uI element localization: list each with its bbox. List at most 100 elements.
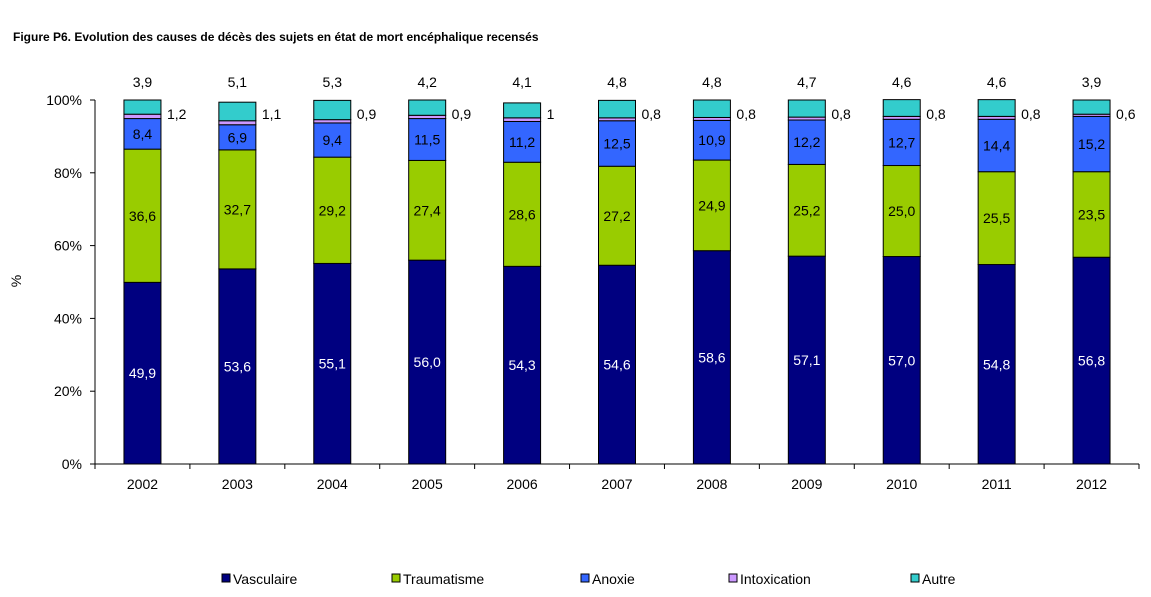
legend-label-autre: Autre: [922, 571, 956, 587]
bar-traumatisme-2011: [977, 171, 1016, 266]
bar-vasculaire-2012: [1072, 256, 1111, 465]
legend-swatch-intoxication: [728, 573, 738, 583]
data-label-traumatisme: 28,6: [508, 206, 535, 222]
bar-traumatisme-2012: [1072, 171, 1111, 258]
legend-swatch-vasculaire: [221, 573, 231, 583]
bar-autre-2002: [123, 99, 162, 115]
y-axis-label: %: [8, 275, 24, 287]
data-label-anoxie: 12,5: [603, 135, 630, 151]
y-tick-label: 20%: [54, 383, 82, 399]
x-tick-label: 2004: [317, 476, 348, 492]
data-label-vasculaire: 54,6: [603, 357, 630, 373]
data-label-intoxication: 0,8: [926, 106, 946, 122]
y-tick-label: 40%: [54, 310, 82, 326]
bar-autre-2008: [692, 99, 731, 118]
data-label-autre: 4,1: [512, 74, 532, 90]
bar-intoxication-2002: [123, 113, 162, 120]
data-label-vasculaire: 54,8: [983, 356, 1010, 372]
data-label-anoxie: 11,2: [509, 134, 535, 150]
data-label-anoxie: 10,9: [698, 132, 725, 148]
data-label-anoxie: 8,4: [133, 126, 153, 142]
data-label-traumatisme: 23,5: [1078, 206, 1105, 222]
legend-label-traumatisme: Traumatisme: [403, 571, 484, 587]
data-label-autre: 4,2: [417, 74, 437, 90]
bar-vasculaire-2008: [692, 250, 731, 465]
data-label-intoxication: 0,6: [1116, 106, 1136, 122]
data-label-intoxication: 1: [547, 106, 555, 122]
data-label-intoxication: 1,1: [262, 106, 282, 122]
data-label-anoxie: 15,2: [1078, 136, 1105, 152]
data-label-vasculaire: 56,0: [414, 354, 441, 370]
data-label-traumatisme: 25,2: [793, 202, 820, 218]
data-label-intoxication: 0,9: [452, 106, 472, 122]
x-tick-labels: 2002 2003 2004 2005 2006 2007 2008 2009 2010 2011…: [127, 476, 1107, 492]
data-label-traumatisme: 24,9: [698, 197, 725, 213]
legend-swatch-traumatisme: [391, 573, 401, 583]
data-label-traumatisme: 25,5: [983, 210, 1010, 226]
bar-traumatisme-2009: [787, 163, 826, 257]
data-label-traumatisme: 36,6: [129, 208, 156, 224]
legend-label-vasculaire: Vasculaire: [233, 571, 298, 587]
bar-anoxie-2012: [1072, 115, 1111, 173]
data-label-anoxie: 11,5: [414, 131, 440, 147]
data-label-autre: 4,8: [607, 74, 627, 90]
data-label-intoxication: 0,8: [642, 106, 662, 122]
bar-intoxication-2003: [218, 120, 257, 126]
bar-traumatisme-2006: [503, 161, 542, 267]
bar-vasculaire-2002: [123, 281, 162, 465]
data-label-autre: 4,8: [702, 74, 722, 90]
data-label-traumatisme: 32,7: [224, 201, 251, 217]
bar-traumatisme-2008: [692, 159, 731, 252]
x-tick-label: 2003: [222, 476, 253, 492]
bar-anoxie-2005: [408, 118, 447, 161]
y-tick-label: 100%: [46, 92, 82, 108]
bar-traumatisme-2003: [218, 149, 257, 270]
y-tick-label: 60%: [54, 238, 82, 254]
x-tick-label: 2009: [791, 476, 822, 492]
legend-label-intoxication: Intoxication: [740, 571, 811, 587]
bar-vasculaire-2006: [503, 265, 542, 465]
x-tick-label: 2007: [601, 476, 632, 492]
data-label-intoxication: 0,9: [357, 106, 377, 122]
bar-anoxie-2007: [598, 120, 636, 167]
x-tick-label: 2002: [127, 476, 158, 492]
y-tick-label: 0%: [62, 456, 82, 472]
bar-anoxie-2002: [123, 118, 162, 150]
bar-autre-2007: [598, 99, 636, 119]
bar-autre-2009: [787, 99, 826, 118]
data-labels: 49,9 36,6 8,4 1,2 3,9 53,6 32,7 6,9 1,1 5,1 55,1 29…: [129, 74, 1136, 381]
data-label-autre: 4,6: [892, 74, 912, 90]
bar-traumatisme-2005: [408, 159, 447, 261]
y-tick-labels: 0% 20% 40% 60% 80% 100%: [46, 92, 82, 472]
bar-autre-2012: [1072, 99, 1111, 115]
legend-swatch-anoxie: [580, 573, 590, 583]
bar-traumatisme-2002: [123, 148, 162, 283]
data-label-traumatisme: 25,0: [888, 203, 915, 219]
bar-intoxication-2006: [503, 117, 542, 122]
bar-vasculaire-2005: [408, 259, 447, 465]
data-label-traumatisme: 29,2: [319, 202, 346, 218]
y-tick-label: 80%: [54, 165, 82, 181]
data-label-autre: 4,6: [987, 74, 1007, 90]
legend-swatch-autre: [910, 573, 920, 583]
data-label-traumatisme: 27,4: [414, 202, 441, 218]
x-tick-label: 2010: [886, 476, 917, 492]
data-label-intoxication: 0,8: [736, 106, 756, 122]
data-label-anoxie: 14,4: [983, 138, 1010, 154]
bars: [123, 99, 1111, 465]
bar-anoxie-2011: [977, 118, 1016, 173]
bar-vasculaire-2007: [598, 264, 636, 465]
data-label-intoxication: 0,8: [831, 106, 851, 122]
data-label-vasculaire: 49,9: [129, 365, 156, 381]
x-tick-label: 2006: [507, 476, 538, 492]
data-label-vasculaire: 57,0: [888, 352, 915, 368]
bar-autre-2003: [218, 101, 257, 122]
bar-anoxie-2006: [503, 120, 542, 163]
axes: %: [8, 99, 1140, 469]
x-tick-label: 2005: [412, 476, 443, 492]
data-label-intoxication: 0,8: [1021, 106, 1041, 122]
bar-anoxie-2009: [787, 119, 826, 165]
data-label-autre: 3,9: [1082, 74, 1102, 90]
bar-anoxie-2010: [882, 118, 921, 167]
data-label-vasculaire: 57,1: [793, 352, 820, 368]
